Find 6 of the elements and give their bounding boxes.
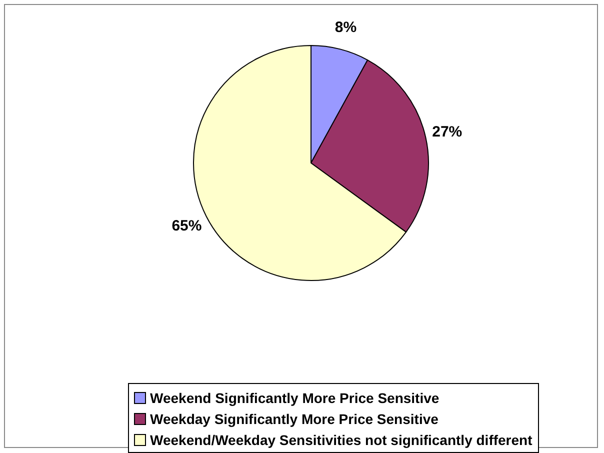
data-label: 8% [334,19,357,36]
data-label: 27% [432,124,462,141]
legend-label: Weekend Significantly More Price Sensitive [150,390,440,406]
legend-label: Weekend/Weekday Sensitivities not significantly different [150,432,532,448]
data-label: 65% [172,217,202,234]
legend-label: Weekday Significantly More Price Sensitive [150,410,438,426]
